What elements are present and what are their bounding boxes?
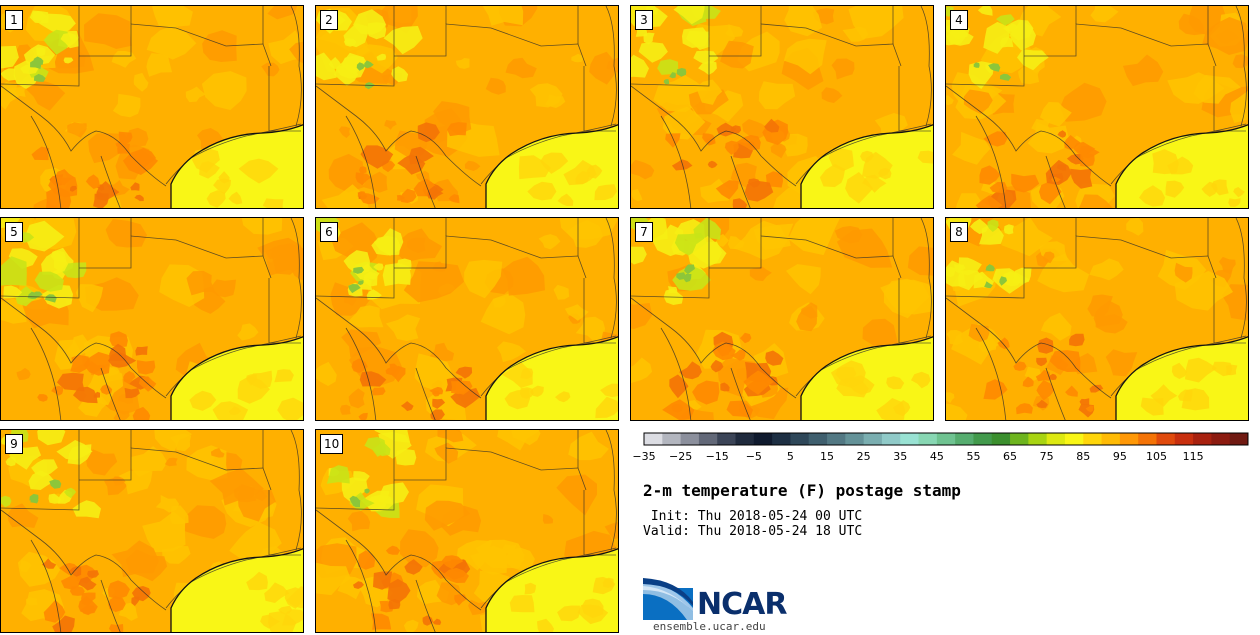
- colorbar-swatch: [1211, 433, 1231, 445]
- colorbar-swatch: [881, 433, 901, 445]
- member-panel-8: 8: [945, 217, 1249, 421]
- member-label: 3: [635, 10, 653, 30]
- colorbar-swatch: [1064, 433, 1084, 445]
- colorbar-tick-label: 95: [1112, 450, 1127, 463]
- colorbar-tick-label: −35: [632, 450, 656, 463]
- colorbar-swatch: [936, 433, 956, 445]
- colorbar-swatch: [1156, 433, 1176, 445]
- colorbar-swatch: [680, 433, 700, 445]
- member-panel-3: 3: [630, 5, 934, 209]
- colorbar-tick-label: 85: [1076, 450, 1091, 463]
- colorbar-swatch: [1138, 433, 1157, 445]
- website-url[interactable]: ensemble.ucar.edu: [653, 620, 766, 633]
- valid-time: Valid: Thu 2018-05-24 18 UTC: [643, 524, 863, 539]
- colorbar-tick-label: 115: [1182, 450, 1204, 463]
- colorbar-swatch: [1174, 433, 1194, 445]
- colorbar-tick-label: 45: [929, 450, 944, 463]
- colorbar-tick-label: 55: [966, 450, 981, 463]
- temperature-map: [631, 218, 933, 420]
- temperature-map: [631, 6, 933, 208]
- colorbar-swatch: [772, 433, 791, 445]
- colorbar-swatch: [900, 433, 920, 445]
- member-panel-6: 6: [315, 217, 619, 421]
- colorbar-swatch: [735, 433, 755, 445]
- colorbar-swatch: [863, 433, 883, 445]
- member-panel-5: 5: [0, 217, 304, 421]
- member-label: 5: [5, 222, 23, 242]
- colorbar-swatch: [808, 433, 828, 445]
- temperature-map: [316, 218, 618, 420]
- init-time: Init: Thu 2018-05-24 00 UTC: [643, 509, 863, 524]
- colorbar-swatch: [918, 433, 938, 445]
- colorbar-swatch: [662, 433, 682, 445]
- temperature-map: [316, 6, 618, 208]
- temperature-map: [946, 218, 1248, 420]
- member-label: 8: [950, 222, 968, 242]
- colorbar-swatch: [991, 433, 1011, 445]
- colorbar-swatch: [955, 433, 974, 445]
- member-label: 10: [320, 434, 344, 454]
- member-panel-9: 9: [0, 429, 304, 633]
- temperature-map: [1, 218, 303, 420]
- member-label: 7: [635, 222, 653, 242]
- colorbar-swatch: [1119, 433, 1139, 445]
- colorbar-swatch: [1193, 433, 1212, 445]
- colorbar-tick-label: 25: [856, 450, 871, 463]
- member-label: 6: [320, 222, 338, 242]
- colorbar-swatch: [827, 433, 846, 445]
- colorbar-swatch: [1101, 433, 1121, 445]
- colorbar-ticks: −35 −25 −15 −5 5 15 25 35 45 55 65 75 85 95 105 115: [632, 450, 1249, 466]
- colorbar-tick-label: −5: [745, 450, 762, 463]
- colorbar-tick-label: −25: [668, 450, 693, 463]
- logo-wordmark: NCAR: [697, 587, 787, 622]
- colorbar-swatch: [1028, 433, 1048, 445]
- colorbar-tick-label: 5: [786, 450, 794, 463]
- member-label: 1: [5, 10, 23, 30]
- colorbar-border: [643, 432, 1249, 446]
- figure-title: 2-m temperature (F) postage stamp: [643, 481, 961, 500]
- temperature-map: [946, 6, 1248, 208]
- temperature-map: [1, 6, 303, 208]
- colorbar-swatch: [717, 433, 737, 445]
- member-panel-4: 4: [945, 5, 1249, 209]
- colorbar-tick-label: 65: [1003, 450, 1018, 463]
- colorbar-tick-label: −15: [705, 450, 729, 463]
- colorbar-swatch: [698, 433, 718, 445]
- member-label: 2: [320, 10, 338, 30]
- colorbar-swatch: [753, 433, 773, 445]
- ncar-logo-icon: [643, 578, 693, 620]
- temperature-colorbar: [643, 432, 1249, 446]
- member-panel-7: 7: [630, 217, 934, 421]
- colorbar-swatch: [644, 433, 663, 445]
- colorbar-tick-label: 105: [1145, 450, 1167, 463]
- colorbar-swatch: [1229, 433, 1249, 445]
- colorbar-swatch: [1046, 433, 1066, 445]
- colorbar-swatch: [790, 433, 810, 445]
- colorbar-swatch: [973, 433, 993, 445]
- colorbar-swatch: [1010, 433, 1029, 445]
- member-panel-1: 1: [0, 5, 304, 209]
- member-panel-2: 2: [315, 5, 619, 209]
- colorbar-tick-label: 35: [893, 450, 908, 463]
- colorbar-tick-label: 15: [820, 450, 835, 463]
- colorbar-swatch: [845, 433, 865, 445]
- temperature-map: [1, 430, 303, 632]
- temperature-map: [316, 430, 618, 632]
- member-label: 9: [5, 434, 23, 454]
- colorbar-swatch: [1083, 433, 1103, 445]
- member-label: 4: [950, 10, 968, 30]
- member-panel-10: 10: [315, 429, 619, 633]
- colorbar-tick-label: 75: [1039, 450, 1054, 463]
